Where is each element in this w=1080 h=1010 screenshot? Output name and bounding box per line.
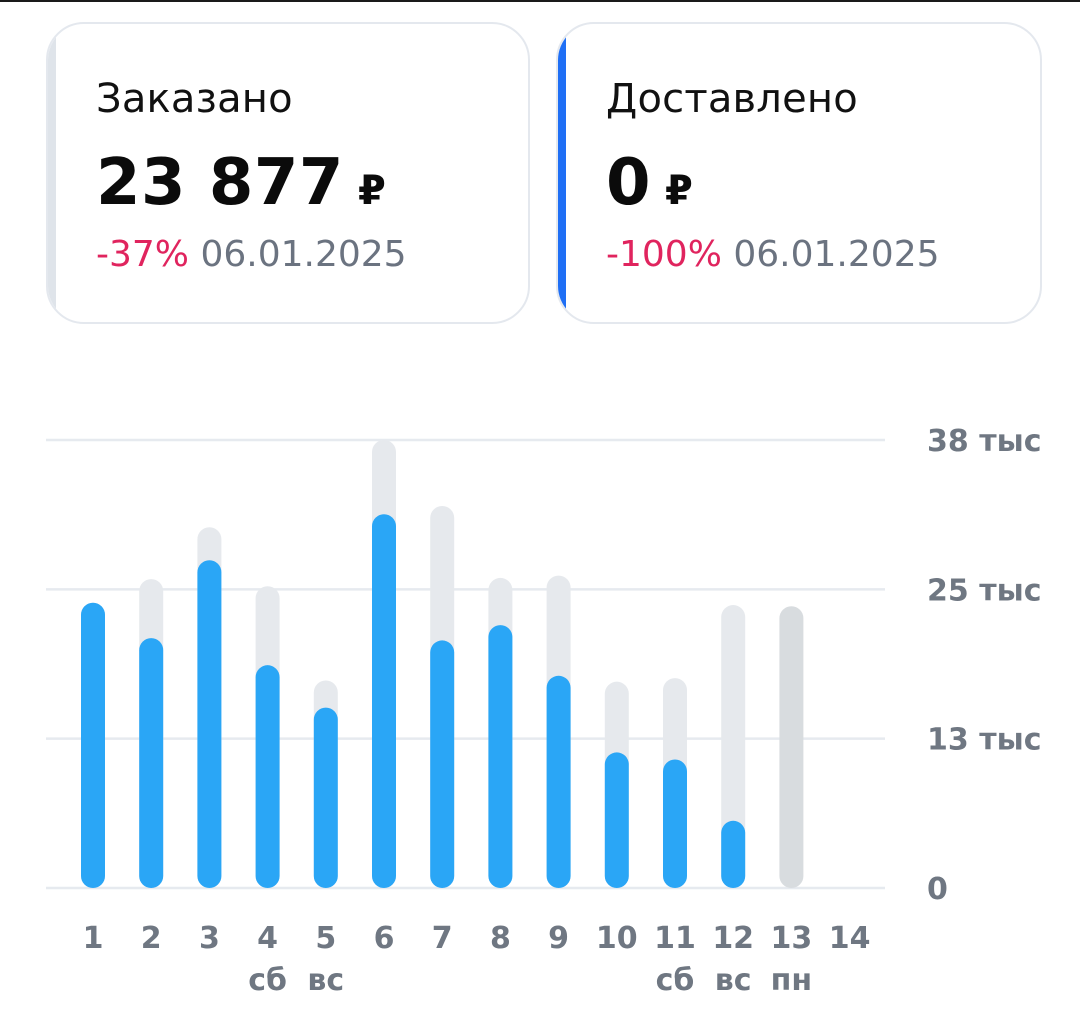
x-tick-label: 14	[829, 921, 871, 956]
bar-current[interactable]	[604, 752, 629, 888]
card-title: Доставлено	[606, 76, 858, 122]
x-tick-label: 1	[83, 921, 104, 956]
x-tick-label: 12	[712, 921, 754, 956]
x-tick-label: 13	[771, 921, 813, 956]
y-tick-label: 25 тыс	[927, 573, 1042, 608]
bar-current[interactable]	[81, 602, 105, 888]
weekday-label: сб	[656, 963, 695, 998]
bar-previous[interactable]	[779, 606, 804, 888]
bar-current[interactable]	[255, 665, 280, 888]
top-border	[0, 0, 1080, 2]
card-value: 23 877 ₽	[96, 146, 386, 220]
x-tick-label: 5	[315, 921, 336, 956]
bar-previous[interactable]	[721, 605, 746, 888]
x-tick-label: 11	[654, 921, 696, 956]
delivered-card[interactable]: Доставлено 0 ₽ -100% 06.01.2025	[556, 22, 1042, 324]
x-tick-label: 7	[432, 921, 453, 956]
weekday-label: сб	[248, 963, 287, 998]
card-accent	[558, 24, 566, 322]
card-accent	[48, 24, 56, 322]
card-amount: 23 877	[96, 146, 344, 220]
card-title: Заказано	[96, 76, 293, 122]
x-tick-label: 10	[596, 921, 638, 956]
weekday-label: вс	[307, 963, 344, 998]
bar-current[interactable]	[663, 759, 687, 888]
ordered-card[interactable]: Заказано 23 877 ₽ -37% 06.01.2025	[46, 22, 530, 324]
change-percent: -100%	[606, 234, 722, 275]
x-tick-label: 6	[374, 921, 395, 956]
card-amount: 0	[606, 146, 652, 220]
card-date: 06.01.2025	[733, 234, 940, 275]
weekday-label: вс	[715, 963, 752, 998]
bar-current[interactable]	[430, 640, 455, 888]
card-subline: -100% 06.01.2025	[606, 234, 940, 275]
bar-current[interactable]	[546, 675, 571, 888]
bar-current[interactable]	[372, 514, 396, 888]
x-tick-label: 3	[199, 921, 220, 956]
y-tick-label: 0	[927, 872, 948, 907]
y-tick-label: 38 тыс	[927, 424, 1042, 459]
bar-current[interactable]	[197, 560, 222, 888]
x-tick-label: 2	[141, 921, 162, 956]
x-tick-label: 8	[490, 921, 511, 956]
x-tick-label: 4	[257, 921, 278, 956]
bar-current[interactable]	[139, 638, 164, 888]
weekday-label: пн	[771, 963, 812, 998]
change-percent: -37%	[96, 234, 190, 275]
bar-current[interactable]	[488, 625, 513, 888]
card-value: 0 ₽	[606, 146, 693, 220]
y-tick-label: 13 тыс	[927, 723, 1042, 758]
bar-current[interactable]	[313, 707, 338, 888]
card-subline: -37% 06.01.2025	[96, 234, 407, 275]
ruble-icon: ₽	[357, 168, 387, 214]
x-tick-label: 9	[548, 921, 569, 956]
bar-current[interactable]	[721, 820, 746, 888]
ruble-icon: ₽	[665, 168, 694, 214]
card-date: 06.01.2025	[200, 234, 407, 275]
